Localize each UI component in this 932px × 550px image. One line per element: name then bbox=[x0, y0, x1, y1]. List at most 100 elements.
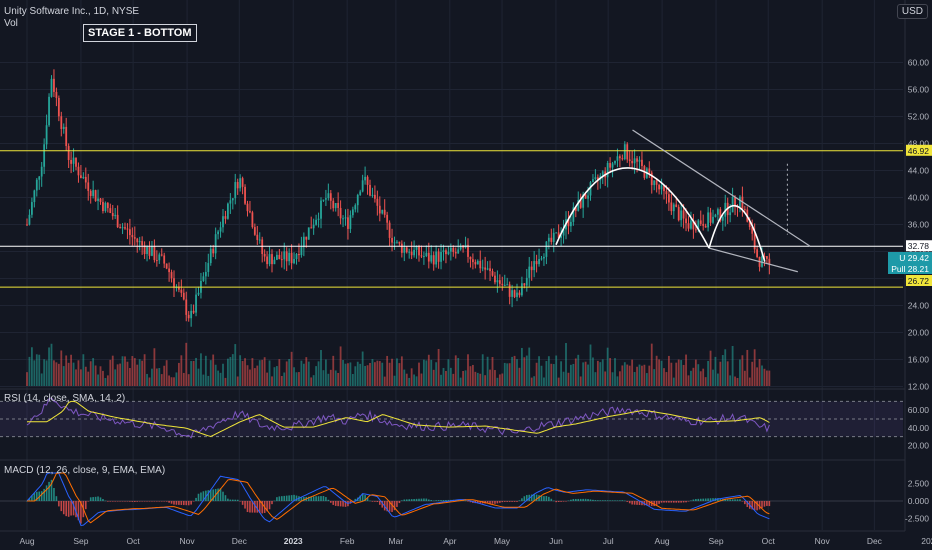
candle-body bbox=[408, 251, 411, 253]
price-level-label: 46.92 bbox=[908, 146, 930, 156]
volume-bar bbox=[271, 376, 273, 386]
volume-bar bbox=[339, 346, 342, 386]
candle-body bbox=[405, 247, 408, 253]
macd-histogram-bar bbox=[628, 501, 631, 504]
volume-bar bbox=[332, 355, 335, 386]
candle-body bbox=[77, 166, 80, 176]
candle-body bbox=[481, 267, 484, 269]
macd-histogram-bar bbox=[28, 498, 31, 501]
volume-bar bbox=[99, 366, 102, 386]
macd-line bbox=[26, 472, 770, 527]
macd-histogram-bar bbox=[134, 501, 136, 502]
macd-tick-label: 0.000 bbox=[908, 496, 930, 506]
volume-bar bbox=[699, 371, 702, 386]
volume-bar bbox=[119, 363, 121, 386]
macd-histogram-bar bbox=[526, 495, 528, 501]
price-tick-label: 12.00 bbox=[908, 382, 930, 392]
volume-bar bbox=[209, 360, 212, 386]
currency-badge[interactable]: USD bbox=[896, 4, 928, 19]
macd-histogram-bar bbox=[447, 499, 450, 501]
candle-body bbox=[619, 156, 621, 159]
macd-label: MACD (12, 26, close, 9, EMA, EMA) bbox=[4, 465, 166, 476]
macd-histogram-bar bbox=[403, 499, 406, 501]
candle-body bbox=[302, 236, 305, 248]
candle-body bbox=[359, 191, 362, 195]
candle-body bbox=[111, 213, 114, 217]
candle-body bbox=[582, 194, 585, 208]
candle-body bbox=[609, 163, 611, 168]
candle-body bbox=[513, 290, 516, 297]
macd-histogram-bar bbox=[148, 501, 151, 502]
volume-bar bbox=[476, 372, 479, 386]
candle-body bbox=[555, 232, 558, 234]
macd-histogram-bar bbox=[55, 496, 58, 501]
macd-histogram-bar bbox=[739, 499, 741, 501]
candle-body bbox=[332, 200, 335, 209]
macd-histogram-bar bbox=[535, 494, 538, 501]
candle-body bbox=[432, 255, 435, 265]
macd-histogram-bar bbox=[224, 495, 227, 501]
volume-bar bbox=[295, 372, 298, 386]
macd-histogram-bar bbox=[111, 501, 114, 502]
volume-bar bbox=[513, 355, 516, 386]
volume-bar bbox=[386, 355, 389, 386]
candle-body bbox=[631, 160, 634, 164]
volume-bar bbox=[293, 367, 295, 386]
candle-body bbox=[668, 194, 670, 203]
volume-bar bbox=[766, 370, 768, 386]
volume-bar bbox=[592, 357, 594, 386]
macd-histogram-bar bbox=[192, 501, 195, 502]
volume-bar bbox=[447, 359, 450, 386]
macd-histogram-bar bbox=[116, 501, 119, 502]
time-tick-label: Oct bbox=[127, 536, 141, 546]
candle-body bbox=[628, 159, 631, 161]
macd-histogram-bar bbox=[396, 501, 398, 507]
macd-histogram-bar bbox=[518, 500, 521, 501]
volume-bar bbox=[420, 373, 423, 386]
volume-bar bbox=[734, 376, 736, 386]
candle-body bbox=[621, 158, 624, 160]
volume-bar bbox=[290, 351, 293, 386]
candle-body bbox=[347, 217, 349, 229]
candle-body bbox=[687, 223, 690, 229]
macd-histogram-bar bbox=[457, 499, 459, 501]
candle-body bbox=[719, 209, 722, 221]
volume-bar bbox=[609, 358, 611, 386]
candle-body bbox=[266, 256, 268, 265]
volume-bar bbox=[359, 363, 362, 386]
candle-body bbox=[601, 171, 604, 176]
macd-histogram-bar bbox=[168, 501, 170, 503]
candle-body bbox=[386, 214, 389, 223]
volume-bar bbox=[300, 360, 303, 386]
volume-bar bbox=[298, 372, 300, 386]
volume-bar bbox=[40, 373, 43, 386]
candle-body bbox=[48, 96, 50, 126]
volume-bar bbox=[697, 364, 700, 386]
volume-bar bbox=[351, 374, 354, 386]
volume-bar bbox=[523, 357, 526, 386]
macd-histogram-bar bbox=[702, 498, 704, 501]
volume-bar bbox=[550, 363, 553, 386]
candle-body bbox=[391, 237, 393, 243]
candle-body bbox=[53, 78, 55, 92]
candle-body bbox=[192, 310, 195, 313]
macd-histogram-bar bbox=[724, 499, 727, 501]
macd-histogram-bar bbox=[653, 501, 655, 507]
candle-body bbox=[496, 280, 499, 283]
rsi-tick-label: 40.00 bbox=[908, 423, 930, 433]
volume-bar bbox=[736, 377, 739, 386]
macd-histogram-bar bbox=[712, 498, 714, 501]
cup-arc bbox=[555, 167, 710, 249]
candle-body bbox=[533, 261, 536, 271]
candle-body bbox=[165, 263, 168, 269]
macd-histogram-bar bbox=[641, 501, 643, 506]
candle-body bbox=[452, 247, 455, 252]
volume-bar bbox=[415, 376, 418, 386]
macd-signal-line bbox=[27, 472, 770, 524]
volume-bar bbox=[445, 370, 447, 386]
macd-histogram-bar bbox=[197, 493, 200, 501]
candle-body bbox=[761, 256, 763, 267]
candle-body bbox=[31, 202, 33, 215]
volume-bar bbox=[322, 370, 325, 386]
